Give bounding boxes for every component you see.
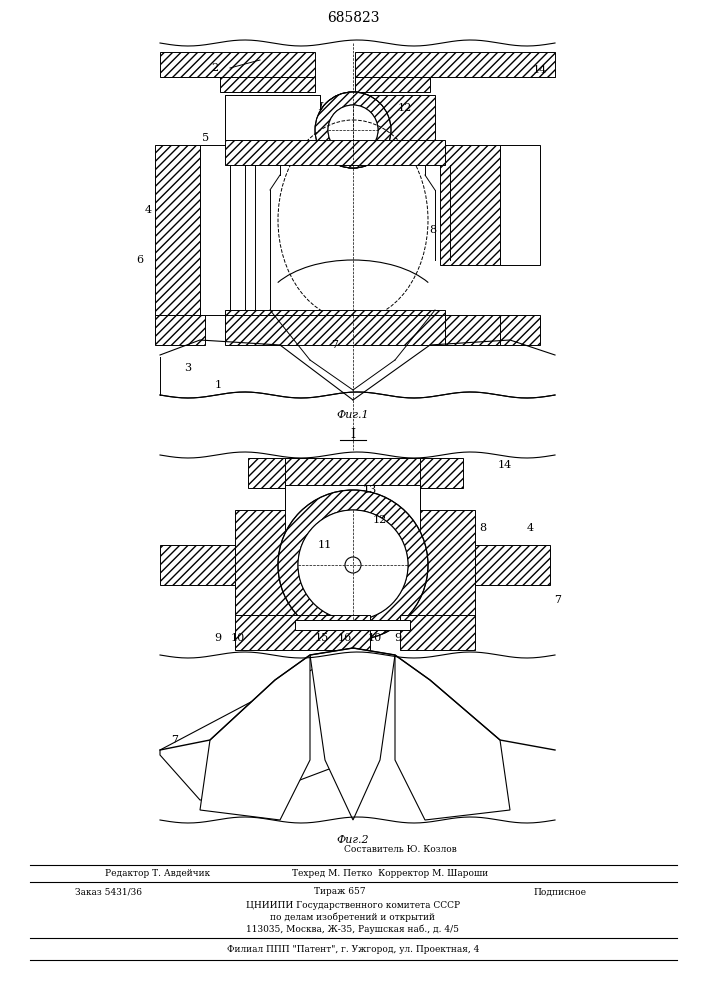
Text: 6: 6	[136, 255, 144, 265]
Polygon shape	[395, 655, 510, 820]
Text: 10: 10	[231, 633, 245, 643]
Text: ЦНИИПИ Государственного комитета СССР: ЦНИИПИ Государственного комитета СССР	[246, 900, 460, 910]
Polygon shape	[160, 648, 353, 800]
Polygon shape	[310, 648, 395, 820]
Bar	[225, 310, 445, 340]
Circle shape	[345, 557, 361, 573]
Text: 5: 5	[202, 133, 209, 143]
Text: 12: 12	[373, 515, 387, 525]
Bar	[303, 458, 408, 473]
Bar	[285, 485, 420, 530]
Text: 3: 3	[185, 363, 192, 373]
Text: 2: 2	[211, 63, 218, 73]
Bar	[440, 145, 500, 265]
Text: Редактор Т. Авдейчик: Редактор Т. Авдейчик	[105, 868, 210, 878]
Bar	[225, 95, 320, 140]
Bar	[400, 510, 475, 615]
Bar	[155, 145, 200, 315]
Text: 11: 11	[318, 540, 332, 550]
Bar	[500, 145, 540, 265]
Bar	[235, 510, 310, 615]
Text: 7: 7	[172, 735, 178, 745]
Bar	[400, 615, 475, 650]
Bar	[155, 315, 205, 345]
Text: 9: 9	[214, 633, 221, 643]
Text: Тираж 657: Тираж 657	[314, 888, 366, 896]
Bar	[355, 95, 435, 140]
Bar	[355, 52, 555, 77]
Text: 8: 8	[479, 523, 486, 533]
Text: Составитель Ю. Козлов: Составитель Ю. Козлов	[344, 846, 457, 854]
Circle shape	[298, 510, 408, 620]
Bar	[500, 315, 540, 345]
Bar	[225, 140, 445, 165]
Text: 4: 4	[144, 205, 151, 215]
Bar	[230, 145, 245, 315]
Text: Фиг.2: Фиг.2	[337, 835, 369, 845]
Text: 14: 14	[498, 460, 512, 470]
Text: Подписное: Подписное	[534, 888, 587, 896]
Bar	[355, 77, 430, 92]
Text: 16: 16	[338, 633, 352, 643]
Text: I: I	[351, 428, 356, 442]
Circle shape	[315, 92, 391, 168]
Bar	[220, 77, 315, 92]
Text: 4: 4	[527, 523, 534, 533]
Text: 10: 10	[368, 633, 382, 643]
Bar	[445, 315, 500, 345]
Text: 1: 1	[214, 380, 221, 390]
Bar	[200, 145, 230, 315]
Circle shape	[328, 105, 378, 155]
Bar	[248, 458, 463, 488]
Polygon shape	[200, 655, 310, 820]
Text: Техред М. Петко  Корректор М. Шароши: Техред М. Петко Корректор М. Шароши	[292, 868, 488, 878]
Bar	[285, 458, 420, 510]
Bar	[225, 95, 320, 140]
Text: 7: 7	[332, 340, 339, 350]
Text: 15: 15	[315, 633, 329, 643]
Bar	[160, 545, 235, 585]
Bar	[235, 615, 370, 650]
Bar	[160, 52, 315, 77]
Text: 685823: 685823	[327, 11, 379, 25]
Bar	[295, 620, 410, 630]
Text: Филиал ППП "Патент", г. Ужгород, ул. Проектная, 4: Филиал ППП "Патент", г. Ужгород, ул. Про…	[227, 946, 479, 954]
Text: 12: 12	[398, 103, 412, 113]
Text: Заказ 5431/36: Заказ 5431/36	[75, 888, 142, 896]
Text: 113035, Москва, Ж-35, Раушская наб., д. 4/5: 113035, Москва, Ж-35, Раушская наб., д. …	[247, 924, 460, 934]
Text: 14: 14	[533, 65, 547, 75]
Text: I: I	[318, 102, 322, 112]
Text: 9: 9	[395, 633, 402, 643]
Text: 7: 7	[554, 595, 561, 605]
Text: 13: 13	[363, 485, 377, 495]
Text: 8: 8	[429, 225, 436, 235]
Circle shape	[328, 105, 378, 155]
Bar	[475, 545, 550, 585]
Text: по делам изобретений и открытий: по делам изобретений и открытий	[271, 912, 436, 922]
Text: Фиг.1: Фиг.1	[337, 410, 369, 420]
Circle shape	[278, 490, 428, 640]
Bar	[225, 315, 445, 345]
